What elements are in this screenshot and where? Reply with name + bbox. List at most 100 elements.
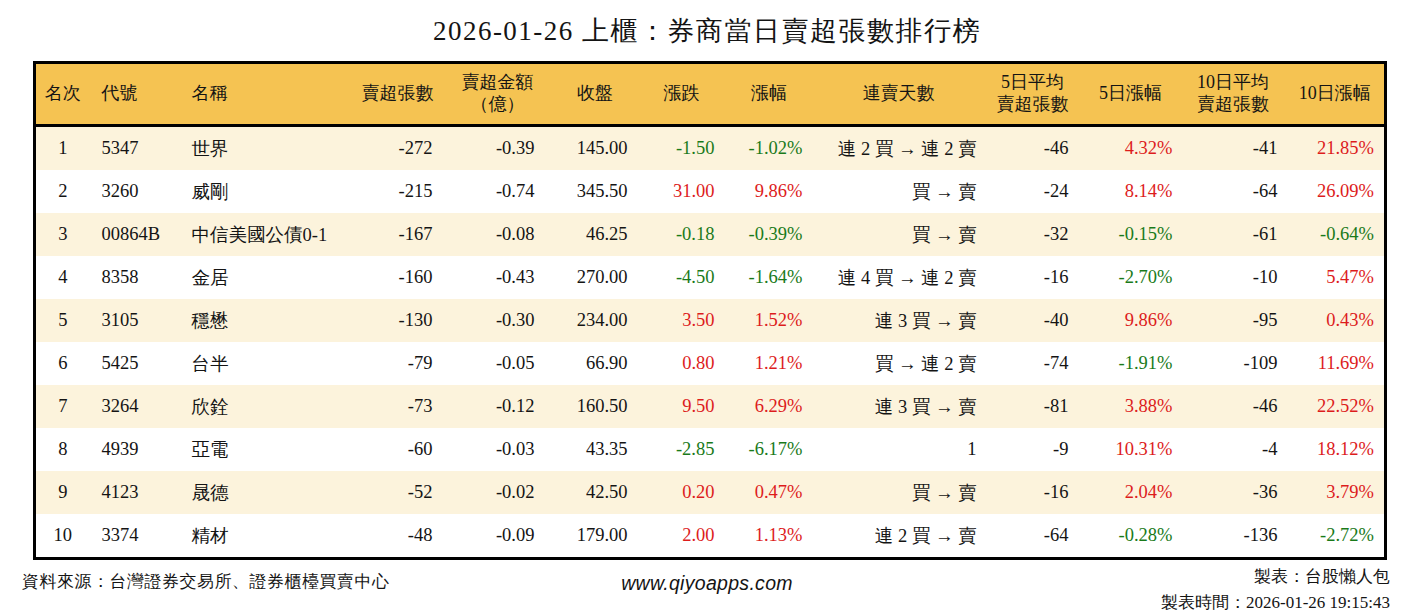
cell-name: 晟德 xyxy=(178,471,353,514)
cell-code: 5347 xyxy=(90,126,178,171)
cell-rank: 2 xyxy=(35,170,90,213)
cell-net-sell-volume: -48 xyxy=(353,514,443,559)
cell-code: 3264 xyxy=(90,385,178,428)
cell-change-pct: -0.39% xyxy=(726,213,813,256)
cell-avg10-net-sell: -36 xyxy=(1181,471,1286,514)
header-avg5-net-sell: 5日平均 賣超張數 xyxy=(985,63,1081,126)
cell-close: 345.50 xyxy=(553,170,638,213)
cell-change-pct: 1.13% xyxy=(726,514,813,559)
cell-pct5-change: 4.32% xyxy=(1081,126,1181,171)
header-name: 名稱 xyxy=(178,63,353,126)
cell-consecutive-days: 買 → 賣 xyxy=(813,471,985,514)
cell-net-sell-amount: -0.39 xyxy=(443,126,553,171)
table-body: 15347世界-272-0.39145.00-1.50-1.02%連 2 買 →… xyxy=(35,126,1386,559)
cell-pct10-change: 11.69% xyxy=(1286,342,1386,385)
cell-avg10-net-sell: -41 xyxy=(1181,126,1286,171)
cell-pct10-change: 18.12% xyxy=(1286,428,1386,471)
cell-pct10-change: -0.64% xyxy=(1286,213,1386,256)
cell-avg5-net-sell: -24 xyxy=(985,170,1081,213)
cell-avg5-net-sell: -16 xyxy=(985,471,1081,514)
header-pct5-change: 5日漲幅 xyxy=(1081,63,1181,126)
cell-avg5-net-sell: -32 xyxy=(985,213,1081,256)
cell-net-sell-volume: -160 xyxy=(353,256,443,299)
cell-consecutive-days: 連 2 買 → 賣 xyxy=(813,514,985,559)
cell-avg10-net-sell: -46 xyxy=(1181,385,1286,428)
cell-change: 0.20 xyxy=(638,471,726,514)
header-consecutive-days: 連賣天數 xyxy=(813,63,985,126)
cell-close: 43.35 xyxy=(553,428,638,471)
header-code: 代號 xyxy=(90,63,178,126)
cell-consecutive-days: 買 → 賣 xyxy=(813,213,985,256)
cell-net-sell-amount: -0.05 xyxy=(443,342,553,385)
cell-pct5-change: 10.31% xyxy=(1081,428,1181,471)
cell-net-sell-amount: -0.03 xyxy=(443,428,553,471)
cell-name: 威剛 xyxy=(178,170,353,213)
cell-change: -4.50 xyxy=(638,256,726,299)
header-avg10-net-sell: 10日平均 賣超張數 xyxy=(1181,63,1286,126)
cell-name: 台半 xyxy=(178,342,353,385)
table-row: 103374精材-48-0.09179.002.001.13%連 2 買 → 賣… xyxy=(35,514,1386,559)
cell-net-sell-amount: -0.09 xyxy=(443,514,553,559)
cell-change-pct: -1.02% xyxy=(726,126,813,171)
cell-net-sell-volume: -167 xyxy=(353,213,443,256)
footer-data-source: 資料來源：台灣證券交易所、證券櫃檯買賣中心 xyxy=(22,570,390,593)
cell-code: 3260 xyxy=(90,170,178,213)
cell-consecutive-days: 連 2 買 → 連 2 賣 xyxy=(813,126,985,171)
cell-close: 145.00 xyxy=(553,126,638,171)
cell-avg10-net-sell: -61 xyxy=(1181,213,1286,256)
cell-avg10-net-sell: -136 xyxy=(1181,514,1286,559)
cell-name: 世界 xyxy=(178,126,353,171)
cell-pct5-change: 9.86% xyxy=(1081,299,1181,342)
cell-pct5-change: -2.70% xyxy=(1081,256,1181,299)
table-header-row: 名次 代號 名稱 賣超張數 賣超金額 （億） 收盤 漲跌 漲幅 連賣天數 5日平… xyxy=(35,63,1386,126)
cell-name: 中信美國公債0-1 xyxy=(178,213,353,256)
header-change-pct: 漲幅 xyxy=(726,63,813,126)
cell-code: 5425 xyxy=(90,342,178,385)
cell-net-sell-volume: -130 xyxy=(353,299,443,342)
cell-name: 亞電 xyxy=(178,428,353,471)
footer-timestamp: 製表時間：2026-01-26 19:15:43 xyxy=(1161,590,1390,612)
cell-avg10-net-sell: -64 xyxy=(1181,170,1286,213)
cell-pct10-change: 5.47% xyxy=(1286,256,1386,299)
ranking-table: 名次 代號 名稱 賣超張數 賣超金額 （億） 收盤 漲跌 漲幅 連賣天數 5日平… xyxy=(33,61,1387,560)
cell-avg10-net-sell: -4 xyxy=(1181,428,1286,471)
cell-change-pct: -1.64% xyxy=(726,256,813,299)
footer-author: 製表：台股懶人包 xyxy=(1161,564,1390,590)
cell-name: 欣銓 xyxy=(178,385,353,428)
cell-pct5-change: -0.28% xyxy=(1081,514,1181,559)
cell-code: 3105 xyxy=(90,299,178,342)
cell-avg5-net-sell: -46 xyxy=(985,126,1081,171)
cell-code: 3374 xyxy=(90,514,178,559)
cell-code: 8358 xyxy=(90,256,178,299)
cell-rank: 7 xyxy=(35,385,90,428)
cell-pct10-change: 22.52% xyxy=(1286,385,1386,428)
cell-consecutive-days: 1 xyxy=(813,428,985,471)
cell-avg10-net-sell: -95 xyxy=(1181,299,1286,342)
cell-net-sell-volume: -272 xyxy=(353,126,443,171)
cell-change: -0.18 xyxy=(638,213,726,256)
cell-change: 31.00 xyxy=(638,170,726,213)
cell-change-pct: 1.52% xyxy=(726,299,813,342)
cell-change-pct: 9.86% xyxy=(726,170,813,213)
cell-avg10-net-sell: -10 xyxy=(1181,256,1286,299)
cell-pct5-change: -0.15% xyxy=(1081,213,1181,256)
cell-rank: 4 xyxy=(35,256,90,299)
cell-pct10-change: 21.85% xyxy=(1286,126,1386,171)
cell-change-pct: -6.17% xyxy=(726,428,813,471)
cell-net-sell-volume: -79 xyxy=(353,342,443,385)
cell-pct5-change: -1.91% xyxy=(1081,342,1181,385)
cell-close: 42.50 xyxy=(553,471,638,514)
cell-pct5-change: 3.88% xyxy=(1081,385,1181,428)
cell-net-sell-volume: -60 xyxy=(353,428,443,471)
cell-net-sell-amount: -0.43 xyxy=(443,256,553,299)
header-close: 收盤 xyxy=(553,63,638,126)
cell-rank: 6 xyxy=(35,342,90,385)
cell-pct10-change: -2.72% xyxy=(1286,514,1386,559)
cell-code: 4123 xyxy=(90,471,178,514)
cell-code: 4939 xyxy=(90,428,178,471)
cell-change-pct: 6.29% xyxy=(726,385,813,428)
header-rank: 名次 xyxy=(35,63,90,126)
table-row: 65425台半-79-0.0566.900.801.21%買 → 連 2 賣-7… xyxy=(35,342,1386,385)
table-row: 15347世界-272-0.39145.00-1.50-1.02%連 2 買 →… xyxy=(35,126,1386,171)
table-row: 53105穩懋-130-0.30234.003.501.52%連 3 買 → 賣… xyxy=(35,299,1386,342)
